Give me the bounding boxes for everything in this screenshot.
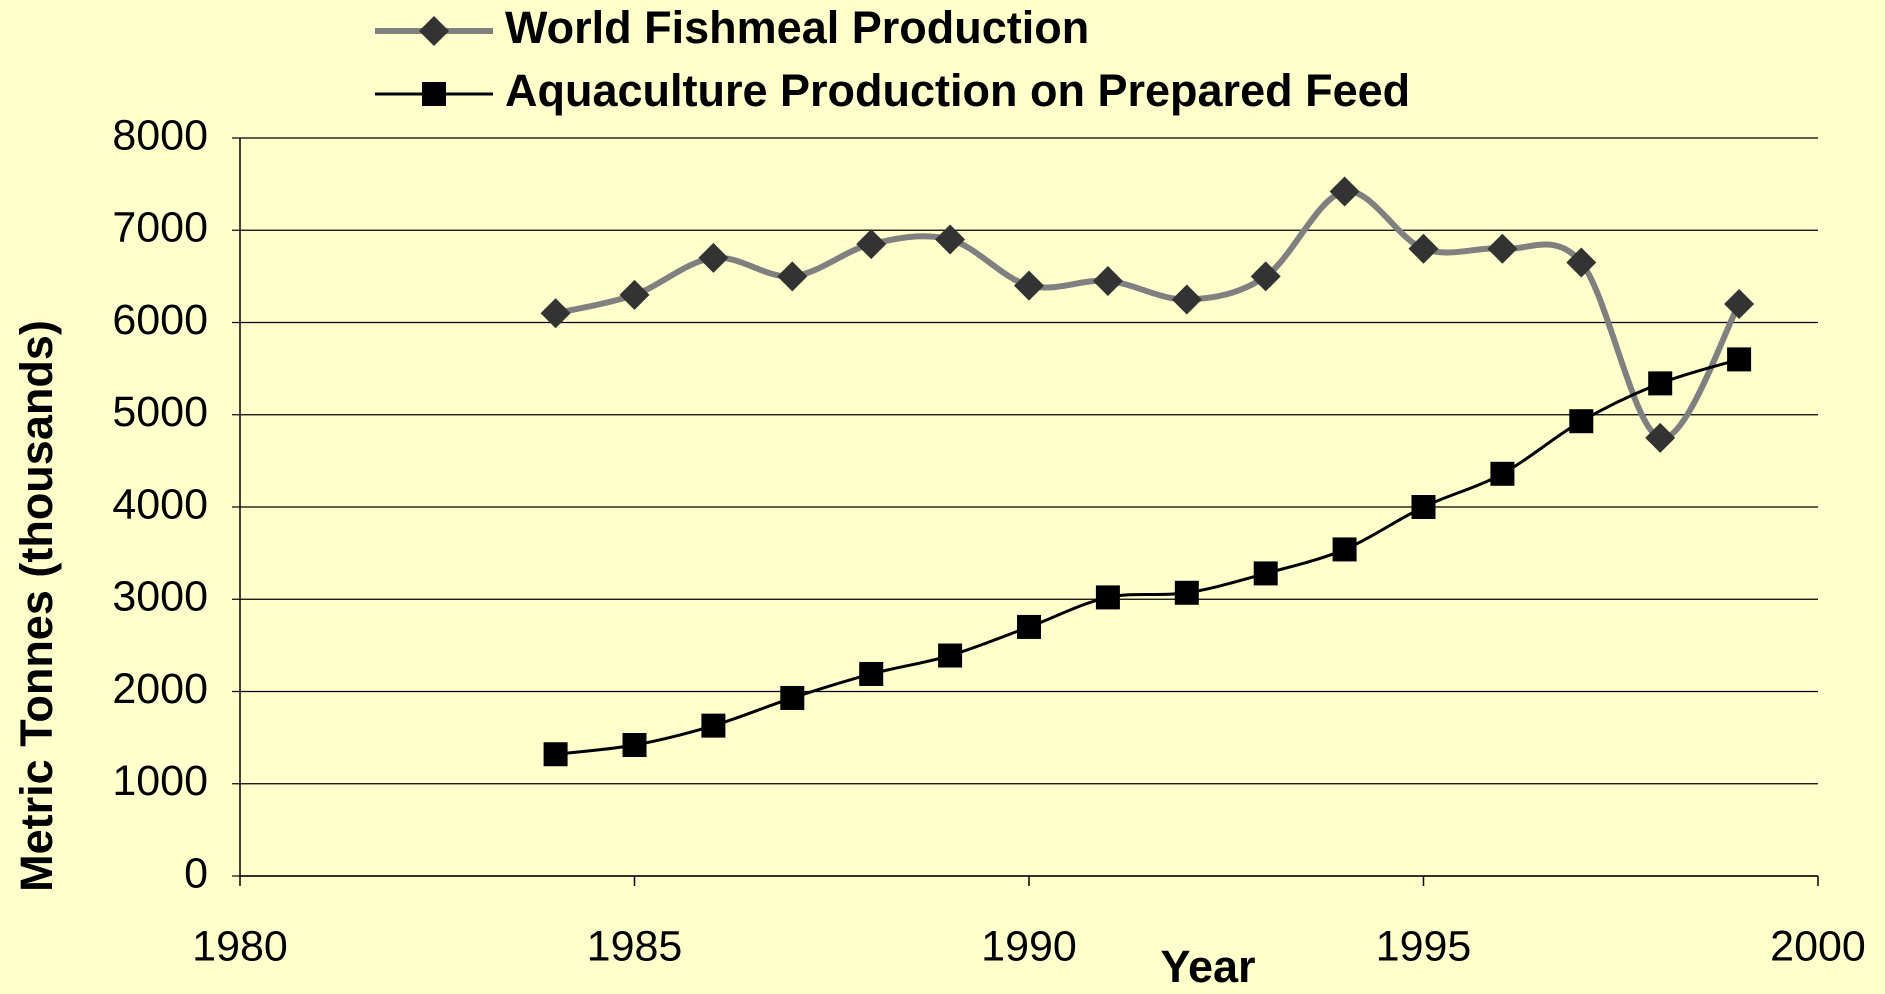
marker bbox=[1250, 261, 1281, 292]
x-tick-label: 2000 bbox=[1770, 922, 1866, 970]
x-tick-label: 1990 bbox=[981, 922, 1077, 970]
marker bbox=[1648, 371, 1673, 396]
x-tick-label: 1980 bbox=[192, 922, 288, 970]
marker bbox=[619, 279, 650, 310]
marker bbox=[540, 298, 571, 329]
legend-label: Aquaculture Production on Prepared Feed bbox=[505, 65, 1410, 116]
marker bbox=[856, 229, 887, 260]
marker bbox=[622, 733, 647, 758]
y-tick-label: 8000 bbox=[112, 111, 208, 159]
y-axis-label: Metric Tonnes (thousands) bbox=[11, 320, 62, 892]
marker bbox=[1095, 585, 1120, 610]
marker bbox=[1329, 176, 1360, 207]
marker bbox=[698, 242, 729, 273]
y-tick-label: 5000 bbox=[112, 388, 208, 436]
marker bbox=[1724, 289, 1755, 320]
marker bbox=[859, 661, 884, 686]
y-tick-label: 0 bbox=[184, 849, 208, 897]
marker bbox=[1332, 537, 1357, 562]
marker bbox=[1566, 247, 1597, 278]
x-axis-label: Year bbox=[1160, 941, 1255, 992]
marker bbox=[935, 224, 966, 255]
marker bbox=[1253, 561, 1278, 586]
marker bbox=[1569, 409, 1594, 434]
legend-label: World Fishmeal Production bbox=[505, 2, 1089, 53]
x-tick-label: 1985 bbox=[587, 922, 683, 970]
x-tick-label: 1995 bbox=[1376, 922, 1472, 970]
marker bbox=[701, 713, 726, 738]
marker bbox=[1092, 265, 1123, 296]
marker bbox=[1487, 233, 1518, 264]
marker bbox=[780, 685, 805, 710]
marker bbox=[1727, 347, 1752, 372]
marker bbox=[1490, 461, 1515, 486]
marker bbox=[1017, 614, 1041, 639]
marker bbox=[1408, 233, 1439, 264]
marker bbox=[1645, 422, 1676, 453]
y-tick-label: 7000 bbox=[112, 204, 208, 252]
marker bbox=[938, 643, 963, 668]
legend-marker bbox=[419, 16, 449, 46]
y-tick-label: 1000 bbox=[112, 757, 208, 805]
y-tick-label: 3000 bbox=[112, 573, 208, 621]
y-tick-label: 2000 bbox=[112, 665, 208, 713]
marker bbox=[1411, 495, 1436, 519]
legend-marker bbox=[422, 82, 446, 106]
series-line bbox=[555, 357, 1740, 756]
y-tick-label: 4000 bbox=[112, 480, 208, 528]
marker bbox=[1174, 580, 1199, 605]
y-tick-label: 6000 bbox=[112, 296, 208, 344]
marker bbox=[543, 742, 568, 767]
marker bbox=[777, 261, 808, 292]
marker bbox=[1171, 284, 1202, 315]
marker bbox=[1014, 270, 1044, 301]
